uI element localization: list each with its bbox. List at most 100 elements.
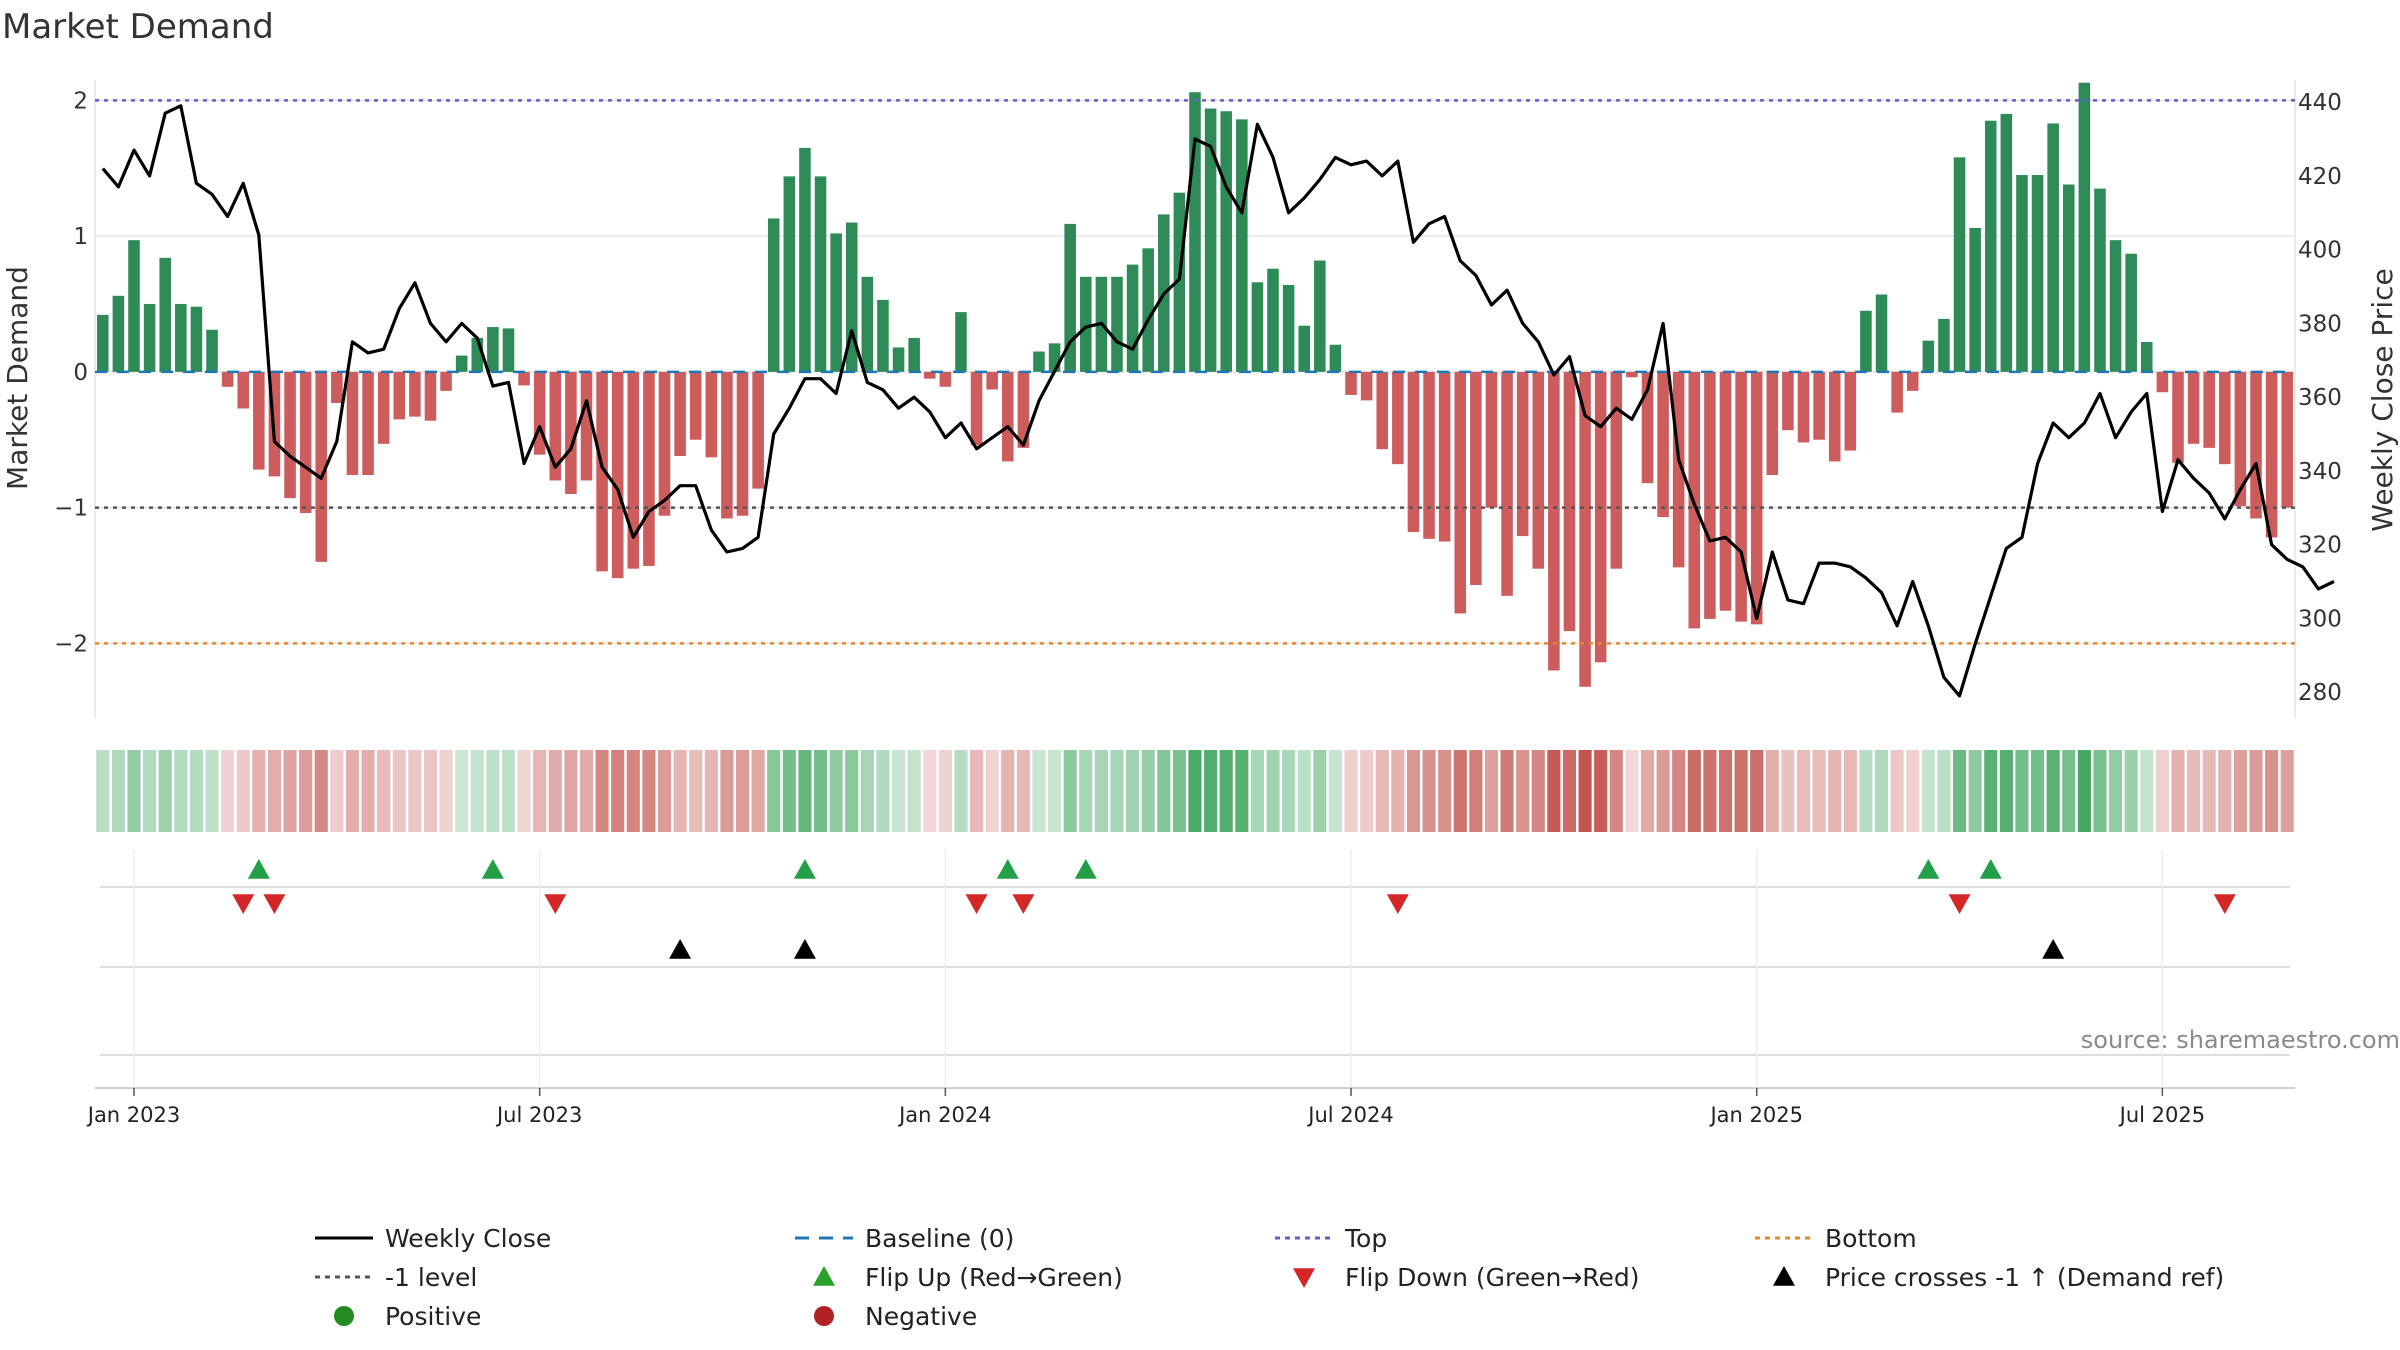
legend-label: Baseline (0): [865, 1224, 1014, 1253]
demand-bar-positive: [128, 240, 140, 372]
price-cross-marker: [2042, 939, 2065, 959]
left-tick-label: −1: [54, 496, 88, 522]
demand-bar-negative: [1750, 371, 1763, 625]
heat-cell: [1094, 750, 1108, 832]
demand-bar-negative: [752, 371, 764, 489]
demand-bar-negative: [1392, 371, 1404, 465]
heat-cell: [314, 750, 328, 832]
heat-cell: [1500, 750, 1514, 832]
heat-cell: [1765, 750, 1779, 832]
demand-bar-negative: [2250, 371, 2262, 519]
heat-cell: [517, 750, 531, 832]
demand-bar-negative: [689, 371, 702, 440]
right-tick-label: 440: [2298, 90, 2342, 116]
demand-bar-positive: [767, 218, 780, 372]
demand-bar-negative: [705, 371, 718, 458]
heat-cell: [1640, 750, 1655, 832]
demand-bar-negative: [377, 371, 390, 444]
heat-cell: [345, 750, 359, 832]
legend-label: Top: [1344, 1224, 1387, 1253]
demand-bar-negative: [1672, 371, 1685, 568]
right-tick-label: 420: [2298, 164, 2342, 190]
heat-cell: [1843, 750, 1857, 832]
demand-bar-negative: [736, 371, 749, 516]
heat-cell: [1032, 750, 1046, 832]
heat-cell: [876, 750, 890, 832]
heat-cell: [1453, 750, 1467, 832]
heat-cell: [767, 750, 781, 832]
legend-label: -1 level: [385, 1263, 477, 1292]
demand-bar-negative: [939, 371, 952, 387]
demand-bar-negative: [1501, 371, 1513, 596]
heat-cell: [1048, 750, 1062, 832]
left-tick-label: 1: [73, 224, 88, 250]
demand-bar-negative: [580, 371, 593, 481]
weekly-close-line: [101, 104, 2335, 698]
demand-bar-positive: [830, 233, 842, 372]
heat-cell: [189, 750, 203, 832]
demand-bar-negative: [1376, 371, 1389, 450]
heat-cell: [2280, 750, 2294, 832]
legend-swatch: [1293, 1268, 1315, 1288]
heat-cell: [970, 750, 984, 832]
heat-cell: [1344, 750, 1358, 832]
heat-cell: [1547, 750, 1561, 832]
heat-cell: [236, 750, 250, 832]
demand-bar-positive: [892, 347, 905, 372]
heat-cell: [891, 750, 906, 832]
demand-bar-positive: [112, 295, 125, 372]
legend-swatch: [1773, 1266, 1795, 1286]
heat-cell: [720, 750, 734, 832]
heat-cell: [1828, 750, 1842, 832]
heat-cell: [595, 750, 609, 832]
heat-cell: [1204, 750, 1218, 832]
heat-cell: [1906, 750, 1920, 832]
demand-bar-negative: [2203, 371, 2215, 448]
demand-bar-negative: [1017, 371, 1030, 448]
demand-bar-positive: [1314, 260, 1326, 372]
demand-bar-negative: [1906, 371, 1919, 391]
demand-bar-negative: [627, 371, 640, 569]
heat-cell: [2031, 750, 2045, 832]
heat-cell: [205, 750, 219, 832]
heat-cell: [642, 750, 656, 832]
heat-cell: [548, 750, 562, 832]
heat-cell: [533, 750, 547, 832]
x-tick-label: Jan 2024: [897, 1103, 992, 1127]
demand-bar-positive: [487, 327, 499, 372]
demand-bar-positive: [1922, 340, 1935, 372]
heat-cell: [1968, 750, 1982, 832]
heat-cell: [1516, 750, 1530, 832]
heat-cell: [2218, 750, 2232, 832]
demand-bar-negative: [1407, 371, 1420, 533]
demand-bar-positive: [2078, 82, 2091, 372]
legend-label: Weekly Close: [385, 1224, 551, 1253]
heat-cell: [1110, 750, 1124, 832]
flip-down-marker: [1948, 894, 1971, 914]
demand-bar-positive: [1969, 227, 1981, 372]
demand-bar-positive: [2000, 113, 2013, 372]
left-tick-label: −2: [54, 631, 88, 657]
heat-cell: [1172, 750, 1186, 832]
demand-bar-negative: [1782, 371, 1794, 431]
heat-cell: [611, 750, 625, 832]
heat-cell: [283, 750, 297, 832]
demand-bar-negative: [970, 371, 983, 446]
demand-bar-negative: [346, 371, 359, 476]
heat-cell: [439, 750, 453, 832]
demand-bar-negative: [2265, 371, 2278, 538]
demand-bar-negative: [986, 371, 998, 390]
demand-bar-positive: [1189, 92, 1201, 372]
demand-bar-negative: [596, 371, 608, 572]
heat-cell: [96, 750, 110, 832]
heat-cell: [985, 750, 999, 832]
heat-cell: [2109, 750, 2123, 832]
heat-cell: [2155, 750, 2169, 832]
heat-cell: [158, 750, 172, 832]
demand-bar-positive: [1080, 276, 1092, 372]
heat-cell: [1859, 750, 1873, 832]
demand-bar-negative: [1423, 371, 1435, 539]
left-axis-label: Market Demand: [1, 266, 34, 490]
demand-bar-negative: [1641, 371, 1654, 484]
demand-bar-negative: [2172, 371, 2184, 463]
